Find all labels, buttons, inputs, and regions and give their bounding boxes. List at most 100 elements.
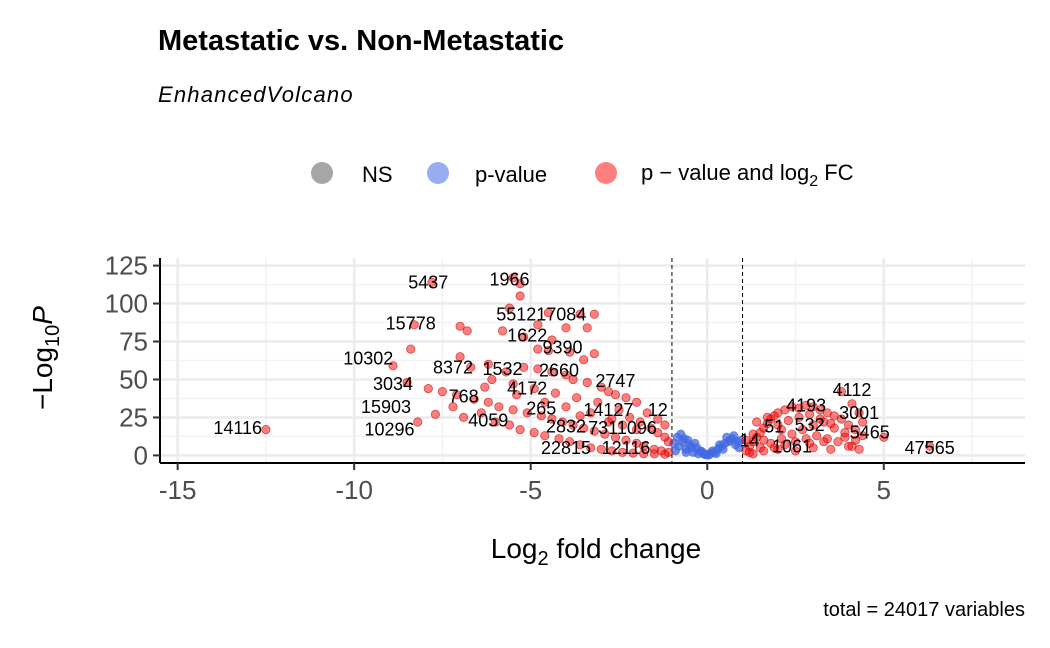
point-significant [840, 432, 850, 442]
point-significant [448, 402, 458, 412]
point-significant [480, 382, 490, 392]
point-significant [504, 303, 515, 313]
point-significant [501, 367, 511, 377]
gene-label: 14116 [213, 418, 262, 438]
gene-label: 1061 [772, 436, 812, 456]
point-significant [487, 374, 497, 385]
point-significant [748, 449, 758, 459]
point-significant [857, 431, 868, 441]
point-significant [624, 412, 635, 422]
gene-label: 12116 [602, 438, 651, 458]
gene-label: 4112 [833, 380, 872, 400]
gene-label: 22815 [541, 438, 591, 458]
y-tick-label: 125 [105, 251, 148, 281]
point-significant [790, 446, 801, 456]
point-significant [610, 432, 621, 442]
point-significant [797, 424, 808, 435]
point-significant [621, 393, 631, 403]
point-significant [600, 429, 610, 439]
point-significant [607, 446, 617, 456]
point-significant [437, 386, 447, 397]
point-pvalue [718, 444, 728, 454]
point-significant [610, 390, 621, 400]
point-significant [826, 418, 836, 429]
point-significant [575, 440, 585, 450]
x-tick-label: 5 [877, 475, 891, 505]
point-significant [554, 434, 564, 444]
point-significant [879, 432, 889, 442]
point-significant [533, 320, 543, 330]
point-significant [529, 383, 539, 394]
point-significant [561, 370, 571, 380]
point-significant [547, 414, 557, 424]
point-significant [536, 411, 546, 421]
point-significant [794, 412, 804, 422]
point-significant [762, 412, 772, 422]
point-significant [586, 443, 596, 453]
gene-label: 1532 [482, 359, 522, 379]
point-significant [752, 417, 762, 427]
gene-label: 15903 [361, 397, 411, 417]
legend-pvalue-label: p-value [475, 162, 547, 187]
point-significant [660, 420, 670, 430]
point-pvalue [700, 450, 711, 460]
point-significant [850, 424, 861, 435]
point-significant [476, 408, 486, 418]
point-significant [529, 427, 539, 438]
gene-label: 5465 [850, 423, 890, 443]
point-significant [511, 390, 522, 400]
fc-cutoff-lines [671, 258, 744, 463]
point-significant [653, 414, 663, 424]
point-significant [557, 417, 568, 427]
point-significant [483, 359, 493, 369]
point-significant [522, 408, 532, 418]
gene-label: 10302 [343, 348, 393, 368]
x-tick-label: 0 [700, 475, 714, 505]
point-significant [469, 394, 479, 404]
point-significant [582, 377, 592, 388]
point-significant [515, 291, 525, 301]
point-significant [589, 426, 599, 436]
point-significant [406, 344, 416, 354]
point-significant [564, 347, 575, 357]
point-significant [451, 390, 462, 400]
point-significant [833, 437, 843, 447]
point-significant [759, 446, 769, 456]
gene-label: 47565 [905, 438, 955, 458]
point-significant [836, 386, 847, 397]
point-significant [857, 417, 868, 427]
gene-label: 12 [648, 400, 668, 420]
point-significant [579, 355, 589, 365]
point-significant [787, 429, 797, 439]
caption: total = 24017 variables [823, 599, 1025, 621]
point-significant [575, 411, 585, 421]
point-significant [568, 374, 578, 385]
point-significant [780, 440, 790, 450]
point-pvalue [681, 447, 691, 457]
point-significant [925, 441, 935, 451]
point-significant [748, 429, 758, 439]
gene-label: 14 [740, 430, 760, 450]
point-significant [819, 437, 829, 447]
point-significant [649, 449, 659, 459]
point-significant [628, 448, 638, 458]
point-significant [836, 414, 847, 424]
legend-ns-swatch [311, 162, 333, 184]
gene-label: 9390 [542, 338, 582, 358]
point-significant [543, 345, 554, 356]
point-significant [547, 367, 557, 377]
point-significant [607, 414, 617, 424]
point-significant [430, 409, 440, 419]
point-significant [617, 420, 628, 430]
point-significant [427, 277, 437, 287]
point-significant [508, 405, 518, 415]
point-significant [646, 423, 656, 433]
point-significant [804, 438, 815, 448]
point-significant [564, 437, 575, 447]
gene-label: 4059 [468, 411, 508, 431]
point-significant [639, 448, 649, 459]
x-tick-label: -15 [159, 475, 197, 505]
point-significant [490, 417, 500, 427]
point-significant [741, 435, 751, 445]
